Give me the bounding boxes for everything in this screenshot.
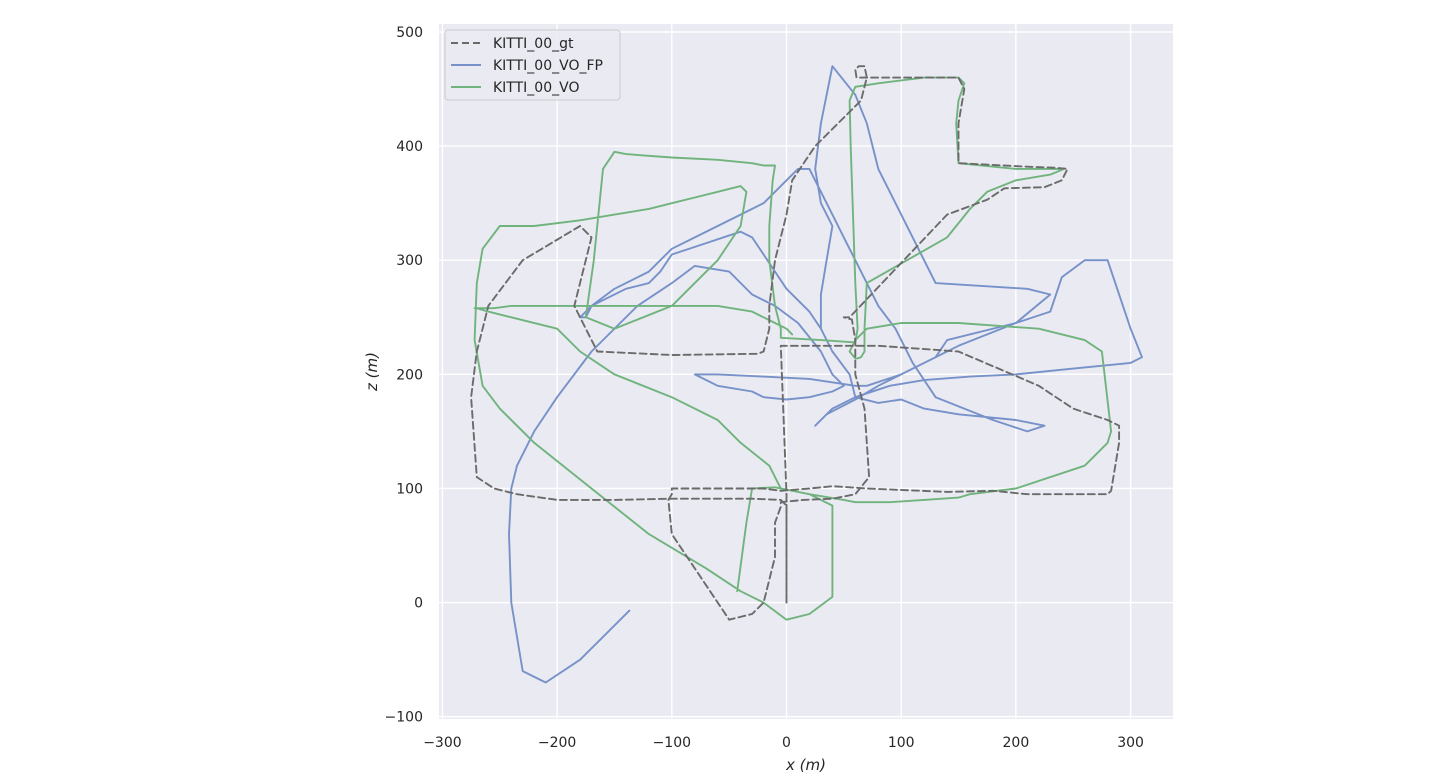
series-line-KITTI_00_gt	[470, 65, 1121, 621]
y-tick-label: 500	[396, 25, 423, 41]
x-tick-label: −100	[653, 735, 691, 751]
y-tick-label: 0	[414, 596, 423, 612]
x-tick-label: 0	[782, 735, 791, 751]
legend-label: KITTI_00_gt	[493, 36, 574, 52]
x-tick-label: 100	[888, 735, 915, 751]
y-tick-label: 200	[396, 367, 423, 383]
x-tick-label: −300	[423, 735, 461, 751]
x-axis-ticks: −300 −200 −100 0 100 200 300	[423, 735, 1144, 751]
series-layer	[470, 65, 1143, 684]
y-axis-label: z (m)	[363, 352, 381, 392]
y-tick-label: −100	[385, 710, 423, 726]
x-tick-label: −200	[538, 735, 576, 751]
y-tick-label: 100	[396, 481, 423, 497]
legend: KITTI_00_gt KITTI_00_VO_FP KITTI_00_VO	[444, 29, 621, 101]
legend-frame	[444, 29, 621, 101]
y-axis-ticks: −100 0 100 200 300 400 500	[385, 25, 423, 726]
y-tick-label: 400	[396, 139, 423, 155]
series-line-KITTI_00_VO_FP	[508, 65, 1143, 684]
legend-label: KITTI_00_VO_FP	[493, 58, 603, 74]
x-axis-label: x (m)	[785, 756, 826, 774]
legend-label: KITTI_00_VO	[493, 80, 579, 96]
x-tick-label: 200	[1003, 735, 1030, 751]
x-tick-label: 300	[1117, 735, 1144, 751]
series-line-KITTI_00_VO	[473, 76, 1113, 621]
y-tick-label: 300	[396, 253, 423, 269]
